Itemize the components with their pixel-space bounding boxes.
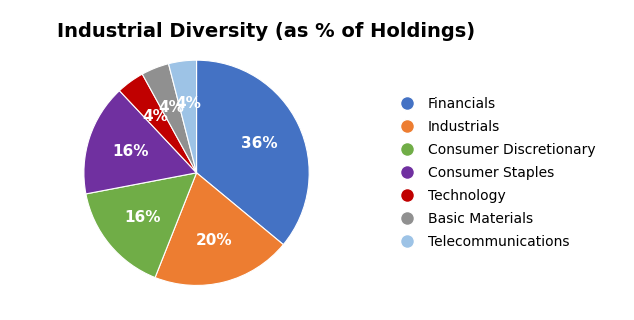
Wedge shape — [197, 60, 309, 244]
Text: 4%: 4% — [143, 109, 169, 124]
Wedge shape — [155, 173, 283, 285]
Text: 20%: 20% — [196, 233, 232, 248]
Wedge shape — [142, 64, 197, 173]
Text: 36%: 36% — [242, 136, 278, 151]
Text: 16%: 16% — [124, 210, 161, 225]
Wedge shape — [84, 91, 197, 194]
Text: Industrial Diversity (as % of Holdings): Industrial Diversity (as % of Holdings) — [57, 22, 476, 41]
Text: 4%: 4% — [158, 100, 184, 116]
Text: 16%: 16% — [112, 144, 148, 159]
Text: 4%: 4% — [175, 96, 201, 111]
Legend: Financials, Industrials, Consumer Discretionary, Consumer Staples, Technology, B: Financials, Industrials, Consumer Discre… — [387, 91, 601, 254]
Wedge shape — [119, 74, 197, 173]
Wedge shape — [169, 60, 197, 173]
Wedge shape — [86, 173, 197, 277]
